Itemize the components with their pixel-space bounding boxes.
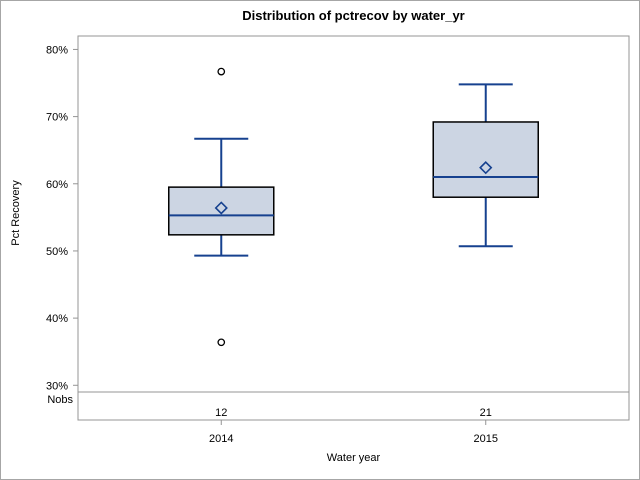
y-tick-label: 50% (46, 246, 68, 258)
x-tick-label: 2015 (473, 433, 497, 445)
plot-frame (77, 35, 630, 421)
mean-diamond (479, 161, 493, 175)
x-axis-title: Water year (326, 452, 381, 464)
nobs-value: 21 (480, 407, 492, 419)
y-tick-label: 80% (46, 44, 68, 56)
chart-title: Distribution of pctrecov by water_yr (242, 8, 465, 23)
nobs-row-label: Nobs (47, 394, 73, 406)
y-tick-label: 70% (46, 112, 68, 124)
nobs-value: 12 (215, 407, 227, 419)
mean-diamond (214, 201, 228, 215)
outlier-point (217, 338, 226, 347)
outlier-point (217, 67, 226, 76)
x-tick-label: 2014 (209, 433, 233, 445)
box (168, 186, 275, 236)
y-tick-label: 30% (46, 380, 68, 392)
y-tick-label: 40% (46, 313, 68, 325)
box (432, 121, 539, 198)
y-tick-label: 60% (46, 179, 68, 191)
